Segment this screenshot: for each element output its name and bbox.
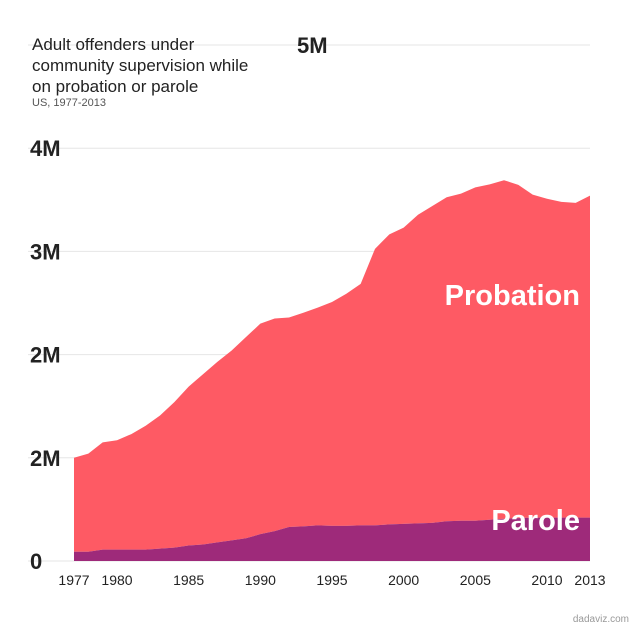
x-tick-label: 1990 <box>245 572 276 588</box>
y-tick-label: 4M <box>30 136 61 161</box>
chart-title: Adult offenders under community supervis… <box>32 35 249 96</box>
x-tick-label: 1995 <box>316 572 347 588</box>
probation-series-label: Probation <box>445 280 580 312</box>
x-tick-label: 2005 <box>460 572 491 588</box>
x-tick-label: 2013 <box>574 572 605 588</box>
x-tick-label: 1985 <box>173 572 204 588</box>
y-tick-label: 2M <box>30 343 61 368</box>
probation-area <box>74 180 590 552</box>
y-axis-ticks: 0 2M 2M 3M 4M 5M <box>30 33 328 574</box>
parole-series-label: Parole <box>491 505 580 537</box>
y-tick-label: 3M <box>30 239 61 264</box>
x-tick-label: 1977 <box>58 572 89 588</box>
y-tick-label: 0 <box>30 549 42 574</box>
x-tick-label: 2000 <box>388 572 419 588</box>
x-axis-ticks: 1977 1980 1985 1990 1995 2000 2005 2010 2013 <box>58 572 605 588</box>
y-tick-label: 2M <box>30 446 61 471</box>
chart-subtitle: US, 1977-2013 <box>32 97 106 109</box>
parole-area <box>74 517 590 561</box>
x-tick-label: 2010 <box>531 572 562 588</box>
source-credit: dadaviz.com <box>572 614 629 625</box>
y-tick-label: 5M <box>297 33 328 58</box>
x-tick-label: 1980 <box>101 572 132 588</box>
